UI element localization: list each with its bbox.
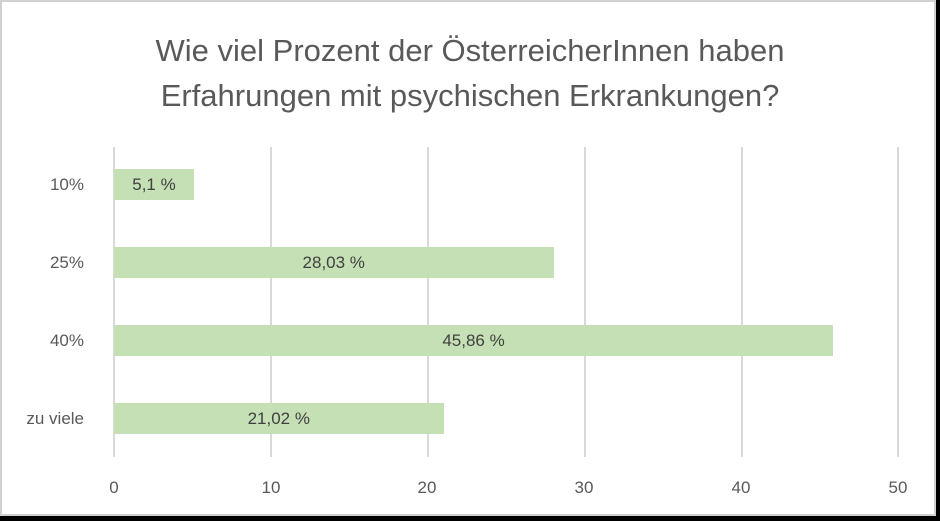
gridline-0 [113, 147, 115, 457]
gridline-40 [741, 147, 743, 457]
x-tick-30: 30 [574, 478, 594, 497]
gridline-10 [270, 147, 272, 457]
x-tick-10: 10 [261, 478, 281, 497]
x-tick-0: 0 [109, 478, 119, 497]
bar-25-percent: 28,03 % [114, 247, 554, 278]
category-label-40: 40% [49, 331, 84, 350]
bar-zu-viele: 21,02 % [114, 403, 444, 434]
gridline-30 [584, 147, 586, 457]
data-label: 28,03 % [302, 253, 365, 272]
bar-10-percent: 5,1 % [114, 169, 194, 200]
x-tick-40: 40 [731, 478, 751, 497]
chart-title-line-1: Wie viel Prozent der ÖsterreicherInnen h… [155, 33, 785, 68]
chart-title-line-2: Erfahrungen mit psychischen Erkrankungen… [160, 78, 780, 113]
x-tick-20: 20 [417, 478, 437, 497]
x-tick-50: 50 [888, 478, 908, 497]
data-label: 5,1 % [132, 175, 176, 194]
data-label: 21,02 % [247, 409, 310, 428]
category-label-10: 10% [49, 175, 84, 194]
bar-40-percent: 45,86 % [114, 325, 834, 356]
gridline-50 [897, 147, 899, 457]
category-label-25: 25% [49, 253, 84, 272]
category-label-zu-viele: zu viele [26, 409, 84, 428]
gridline-20 [427, 147, 429, 457]
data-label: 45,86 % [442, 331, 505, 350]
chart-title: Wie viel Prozent der ÖsterreicherInnen h… [2, 28, 938, 118]
plot-area: 5,1 % 28,03 % 45,86 % 21,02 % [113, 147, 899, 457]
